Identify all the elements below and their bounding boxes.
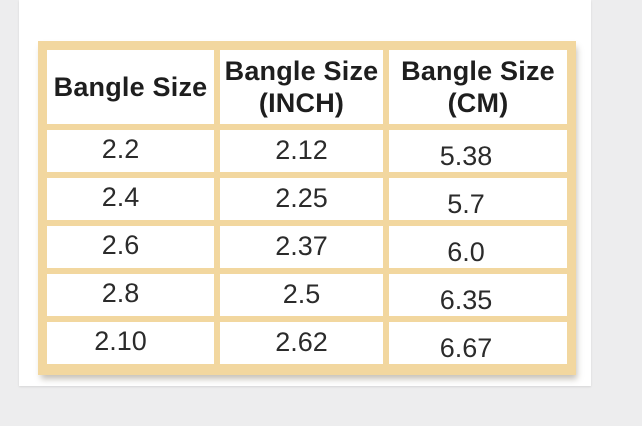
- column-header-bangle-size: Bangle Size: [47, 50, 214, 124]
- cell-size: 2.6: [47, 226, 214, 268]
- column-header-bangle-size-cm: Bangle Size (CM): [389, 50, 567, 124]
- cell-size: 2.8: [47, 274, 214, 316]
- header-label: Bangle Size: [401, 55, 555, 86]
- table-header-row: Bangle Size Bangle Size (INCH) Bangle Si…: [47, 50, 567, 124]
- table-row: 2.6 2.37 6.0: [47, 226, 567, 268]
- table-row: 2.10 2.62 6.67: [47, 322, 567, 364]
- column-header-bangle-size-inch: Bangle Size (INCH): [220, 50, 383, 124]
- cell-inch: 2.12: [220, 130, 383, 172]
- table-row: 2.8 2.5 6.35: [47, 274, 567, 316]
- cell-inch: 2.25: [220, 178, 383, 220]
- cell-cm: 6.0: [389, 226, 567, 268]
- header-label-unit: (CM): [447, 88, 509, 118]
- size-chart-image: Bangle Size Bangle Size (INCH) Bangle Si…: [19, 0, 591, 386]
- cell-size: 2.2: [47, 130, 214, 172]
- header-label-unit: (INCH): [258, 88, 345, 118]
- table-row: 2.2 2.12 5.38: [47, 130, 567, 172]
- cell-inch: 2.62: [220, 322, 383, 364]
- cell-inch: 2.37: [220, 226, 383, 268]
- cell-size: 2.10: [47, 322, 214, 364]
- header-label: Bangle Size: [224, 55, 379, 86]
- cell-cm: 5.38: [389, 130, 567, 172]
- bangle-size-table: Bangle Size Bangle Size (INCH) Bangle Si…: [38, 41, 576, 375]
- cell-cm: 5.7: [389, 178, 567, 220]
- table-row: 2.4 2.25 5.7: [47, 178, 567, 220]
- cell-cm: 6.67: [389, 322, 567, 364]
- cell-size: 2.4: [47, 178, 214, 220]
- cell-inch: 2.5: [220, 274, 383, 316]
- header-label: Bangle Size: [53, 71, 208, 102]
- cell-cm: 6.35: [389, 274, 567, 316]
